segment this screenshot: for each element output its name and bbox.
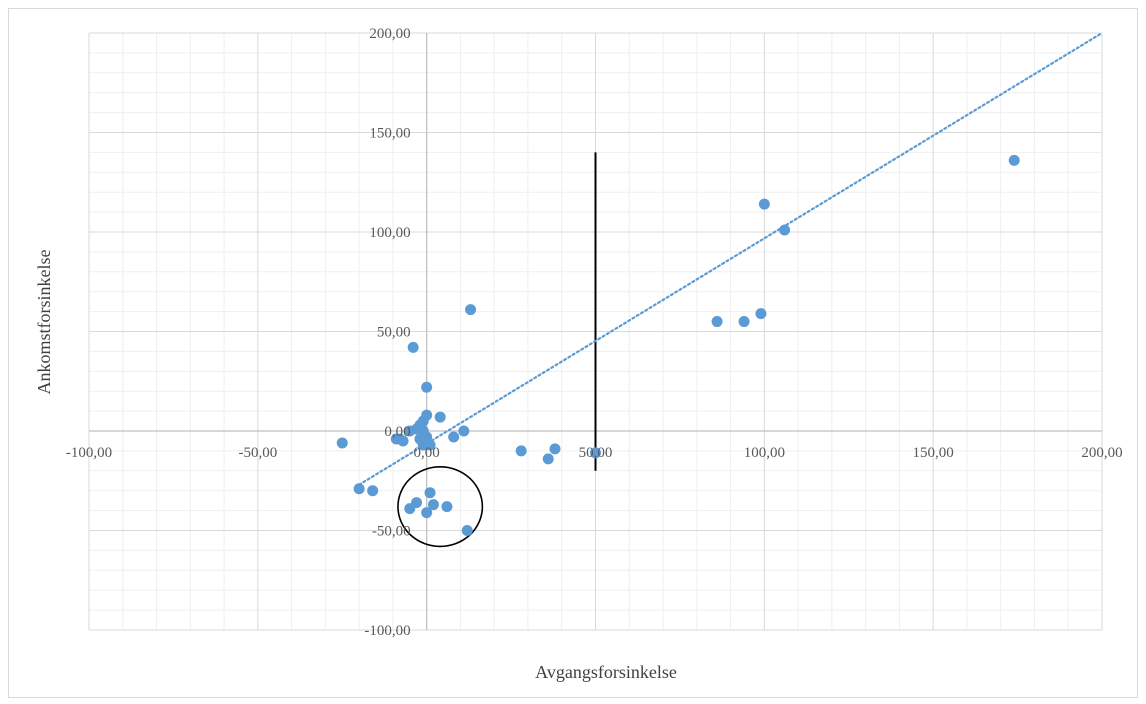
- x-tick-label: 0,00: [414, 445, 440, 461]
- data-point: [465, 304, 477, 316]
- data-point: [404, 425, 416, 437]
- data-point: [424, 487, 436, 499]
- highlight-circle: [397, 466, 484, 548]
- data-point: [515, 445, 527, 457]
- y-tick-label: -100,00: [364, 623, 410, 639]
- data-point: [353, 483, 365, 495]
- data-point: [424, 439, 436, 451]
- data-point: [390, 433, 402, 445]
- x-tick-label: -100,00: [66, 445, 112, 461]
- data-point: [336, 437, 348, 449]
- data-point: [779, 224, 791, 236]
- data-point: [421, 381, 433, 393]
- data-point: [711, 316, 723, 328]
- y-tick-label: 200,00: [369, 26, 410, 42]
- data-point: [542, 453, 554, 465]
- data-point: [755, 308, 767, 320]
- x-tick-label: 50,00: [579, 445, 613, 461]
- data-point: [427, 499, 439, 511]
- y-tick-label: 50,00: [377, 325, 411, 341]
- data-point: [434, 411, 446, 423]
- data-point: [458, 425, 470, 437]
- annotations: [397, 152, 597, 548]
- y-tick-label: -50,00: [372, 524, 411, 540]
- y-tick-label: 100,00: [369, 225, 410, 241]
- x-tick-label: 150,00: [913, 445, 954, 461]
- data-point: [758, 198, 770, 210]
- trendline-group: [358, 31, 1104, 486]
- data-point: [448, 431, 460, 443]
- data-point: [441, 501, 453, 513]
- data-point: [407, 341, 419, 353]
- x-tick-label: 100,00: [744, 445, 785, 461]
- data-point: [1008, 154, 1020, 166]
- data-point: [461, 525, 473, 536]
- chart-frame: [8, 8, 1138, 698]
- data-point: [421, 507, 433, 519]
- data-point: [590, 447, 601, 459]
- data-points: [336, 154, 1020, 536]
- y-tick-label: 0,00: [384, 424, 410, 440]
- trendline: [358, 31, 1104, 486]
- data-point: [738, 316, 750, 328]
- x-tick-label: -50,00: [238, 445, 277, 461]
- data-point: [549, 443, 561, 455]
- x-axis-title: Avgangsforsinkelse: [535, 662, 677, 682]
- data-point: [367, 485, 379, 497]
- y-axis-title: Ankomstforsinkelse: [34, 249, 54, 394]
- x-tick-label: 200,00: [1081, 445, 1122, 461]
- data-point: [404, 503, 416, 515]
- tick-labels: -100,00 -50,00 0,00 50,00 100,00 150,00 200,00…: [66, 26, 1123, 639]
- y-tick-label: 150,00: [369, 126, 410, 142]
